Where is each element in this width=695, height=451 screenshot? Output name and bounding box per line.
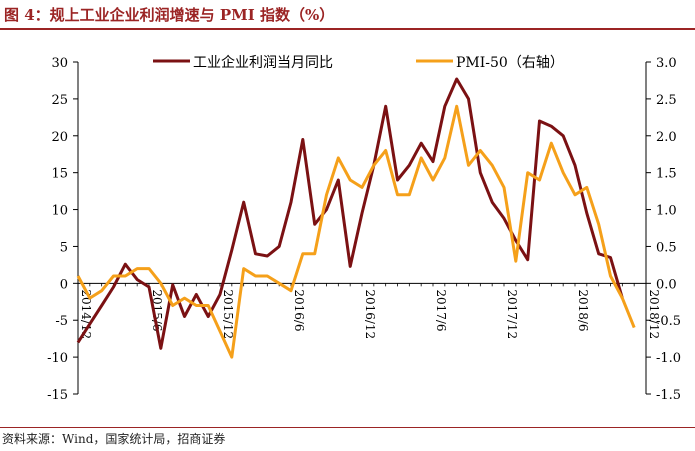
legend-label-profit: 工业企业利润当月同比 xyxy=(193,54,333,71)
y-left-tick-label: -15 xyxy=(47,388,68,403)
y-right-tick-label: -1.5 xyxy=(656,388,681,403)
legend-label-pmi: PMI-50（右轴） xyxy=(456,55,564,71)
x-tick-label: 2018/12 xyxy=(647,289,661,339)
y-left-tick-label: 5 xyxy=(60,240,68,255)
y-right-tick-label: 1.0 xyxy=(656,204,677,219)
y-left-tick-label: 25 xyxy=(51,93,68,108)
x-tick-label: 2017/12 xyxy=(505,289,519,339)
x-tick-label: 2016/6 xyxy=(292,289,306,331)
y-right-tick-label: 0.0 xyxy=(656,277,677,292)
chart-series xyxy=(76,77,636,359)
x-tick-label: 2018/6 xyxy=(576,289,590,331)
chart-legend: 工业企业利润当月同比 PMI-50（右轴） xyxy=(153,54,564,71)
chart-title: 图 4：规上工业企业利润增速与 PMI 指数（%） xyxy=(4,6,335,24)
y-right-tick-label: 0.5 xyxy=(656,240,677,255)
y-right-tick-label: 1.5 xyxy=(656,167,677,182)
y-left-tick-label: 30 xyxy=(51,56,68,71)
y-left-tick-label: 10 xyxy=(51,204,68,219)
y-right-tick-label: -0.5 xyxy=(656,314,681,329)
source-note: 资料来源：Wind，国家统计局，招商证券 xyxy=(2,432,226,446)
tick-labels: 30 25 20 15 10 5 0 -5 -10 -15 3.0 2.5 2.0 1.5 1.0 0.5 0.… xyxy=(47,56,681,403)
x-tick-label: 2015/6 xyxy=(150,289,164,331)
y-left-tick-label: -5 xyxy=(55,314,68,329)
series-line-pmi xyxy=(76,104,636,359)
y-right-tick-label: 2.0 xyxy=(656,130,677,145)
x-tick-label: 2017/6 xyxy=(434,289,448,331)
x-tick-label: 2015/12 xyxy=(221,289,235,339)
y-left-tick-label: 0 xyxy=(60,277,68,292)
y-left-tick-label: 20 xyxy=(51,130,68,145)
source-divider xyxy=(0,427,695,428)
series-line-profit xyxy=(76,77,624,350)
y-left-tick-label: -10 xyxy=(47,351,68,366)
y-right-tick-label: 2.5 xyxy=(656,93,677,108)
title-divider xyxy=(0,28,695,30)
y-right-tick-label: 3.0 xyxy=(656,56,677,71)
y-right-tick-label: -1.0 xyxy=(656,351,681,366)
y-left-tick-label: 15 xyxy=(51,167,68,182)
x-tick-label: 2016/12 xyxy=(363,289,377,339)
